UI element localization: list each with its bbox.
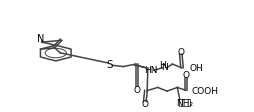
Text: HN: HN (145, 66, 158, 75)
Text: O: O (141, 99, 148, 108)
Polygon shape (134, 66, 146, 68)
Text: NH₂: NH₂ (176, 98, 193, 107)
Text: COOH: COOH (192, 86, 219, 95)
FancyBboxPatch shape (179, 99, 190, 106)
Text: N: N (37, 33, 45, 43)
Text: O: O (177, 47, 184, 56)
Text: N: N (162, 63, 168, 72)
Text: S: S (107, 60, 113, 69)
Text: H: H (159, 60, 166, 69)
Text: O: O (183, 71, 190, 79)
Text: OH: OH (189, 64, 203, 73)
Text: O: O (133, 86, 140, 95)
